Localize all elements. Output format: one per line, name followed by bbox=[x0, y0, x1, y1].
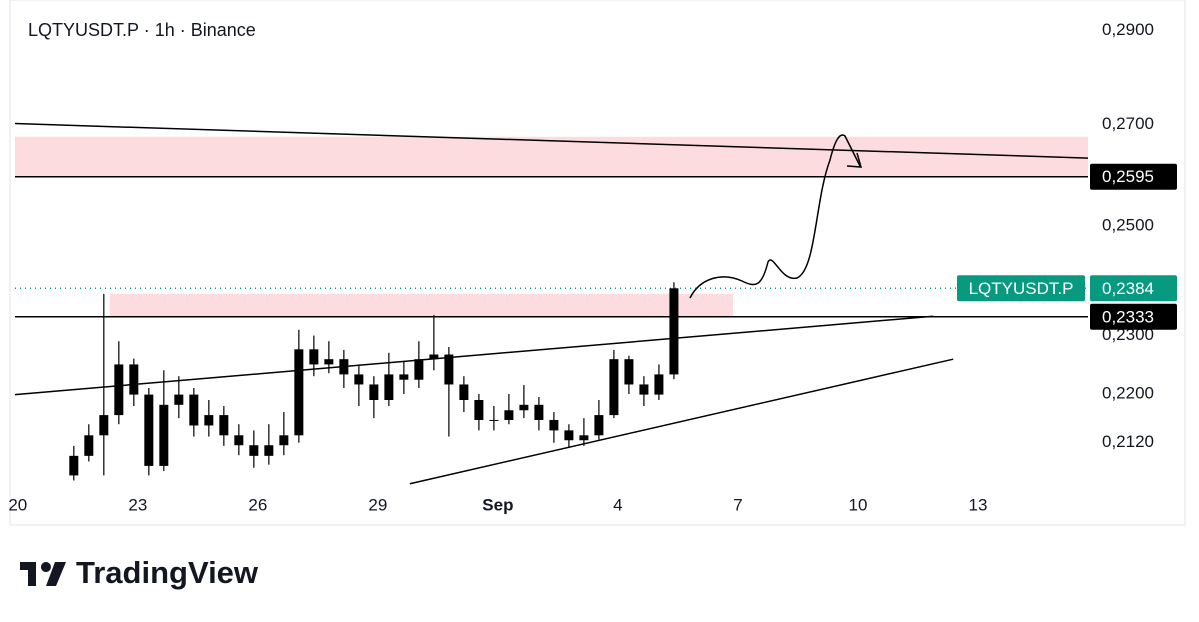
candle-body bbox=[219, 415, 229, 436]
candle-body bbox=[429, 354, 439, 360]
candle-body bbox=[249, 445, 259, 456]
x-tick-label: 13 bbox=[969, 495, 988, 514]
trendline bbox=[409, 358, 954, 485]
x-tick-label: 4 bbox=[613, 495, 622, 514]
y-tick-label: 0,2200 bbox=[1102, 383, 1154, 402]
last-price-box bbox=[1090, 275, 1177, 302]
candle-body bbox=[459, 384, 469, 400]
candle-body bbox=[294, 349, 304, 436]
x-tick-label: 7 bbox=[733, 495, 742, 514]
logo-mark bbox=[20, 562, 66, 586]
x-tick-label: 23 bbox=[128, 495, 147, 514]
x-tick-label: 29 bbox=[368, 495, 387, 514]
last-price-label: 0,2384 bbox=[1102, 279, 1154, 298]
candle-body bbox=[624, 359, 634, 385]
price-label-box bbox=[1090, 303, 1177, 330]
zone bbox=[15, 136, 1088, 177]
candle-body bbox=[669, 288, 679, 375]
candle-body bbox=[114, 364, 124, 416]
candle-body bbox=[594, 415, 604, 436]
candle-body bbox=[354, 374, 364, 385]
candle-body bbox=[99, 415, 109, 436]
last-price-name: LQTYUSDT.P bbox=[969, 279, 1074, 298]
candle-body bbox=[519, 404, 529, 411]
candle-body bbox=[444, 354, 454, 385]
candle-body bbox=[279, 435, 289, 446]
price-label-box bbox=[1090, 163, 1177, 190]
candle-body bbox=[339, 359, 349, 375]
logo-text: TradingView bbox=[76, 555, 259, 590]
projection-arrow bbox=[846, 152, 863, 168]
candle-body bbox=[144, 394, 154, 466]
candle-body bbox=[174, 394, 184, 405]
candle-body bbox=[384, 374, 394, 400]
x-tick-label: 20 bbox=[8, 495, 27, 514]
candle-body bbox=[264, 445, 274, 456]
candle-body bbox=[234, 435, 244, 446]
chart-title: LQTYUSDT.P · 1h · Binance bbox=[28, 20, 256, 40]
x-tick-label: Sep bbox=[482, 495, 513, 514]
candle-body bbox=[204, 415, 214, 426]
price-label: 0,2333 bbox=[1102, 307, 1154, 326]
candle-body bbox=[414, 359, 424, 380]
candle-body bbox=[84, 435, 94, 456]
candle-body bbox=[159, 404, 169, 466]
candle-body bbox=[609, 359, 619, 416]
candle-body bbox=[489, 419, 499, 421]
logo: TradingView bbox=[20, 555, 259, 590]
candle-body bbox=[654, 374, 664, 395]
candle-body bbox=[309, 349, 319, 365]
zone bbox=[109, 293, 733, 317]
candle-body bbox=[639, 384, 649, 395]
last-price-name-box bbox=[957, 275, 1085, 302]
y-tick-label: 0,2120 bbox=[1102, 432, 1154, 451]
candle-body bbox=[549, 419, 559, 431]
candle-body bbox=[369, 384, 379, 400]
candle-body bbox=[189, 394, 199, 426]
trendline bbox=[14, 122, 1089, 159]
candle-body bbox=[129, 364, 139, 395]
y-tick-label: 0,2500 bbox=[1102, 215, 1154, 234]
candle-body bbox=[504, 410, 514, 420]
candle-body bbox=[564, 430, 574, 441]
price-label: 0,2595 bbox=[1102, 167, 1154, 186]
x-tick-label: 26 bbox=[248, 495, 267, 514]
projection-path bbox=[689, 134, 861, 299]
candle-body bbox=[399, 374, 409, 380]
chart-frame bbox=[9, 0, 1186, 526]
x-tick-label: 10 bbox=[848, 495, 867, 514]
candle-body bbox=[579, 435, 589, 441]
candle-body bbox=[324, 359, 334, 365]
candle-body bbox=[534, 404, 544, 420]
candle-body bbox=[69, 455, 79, 476]
candle-body bbox=[474, 399, 484, 420]
plot-area bbox=[14, 122, 1089, 485]
y-tick-label: 0,2900 bbox=[1102, 20, 1154, 39]
trendline bbox=[14, 315, 934, 396]
y-tick-label: 0,2700 bbox=[1102, 114, 1154, 133]
